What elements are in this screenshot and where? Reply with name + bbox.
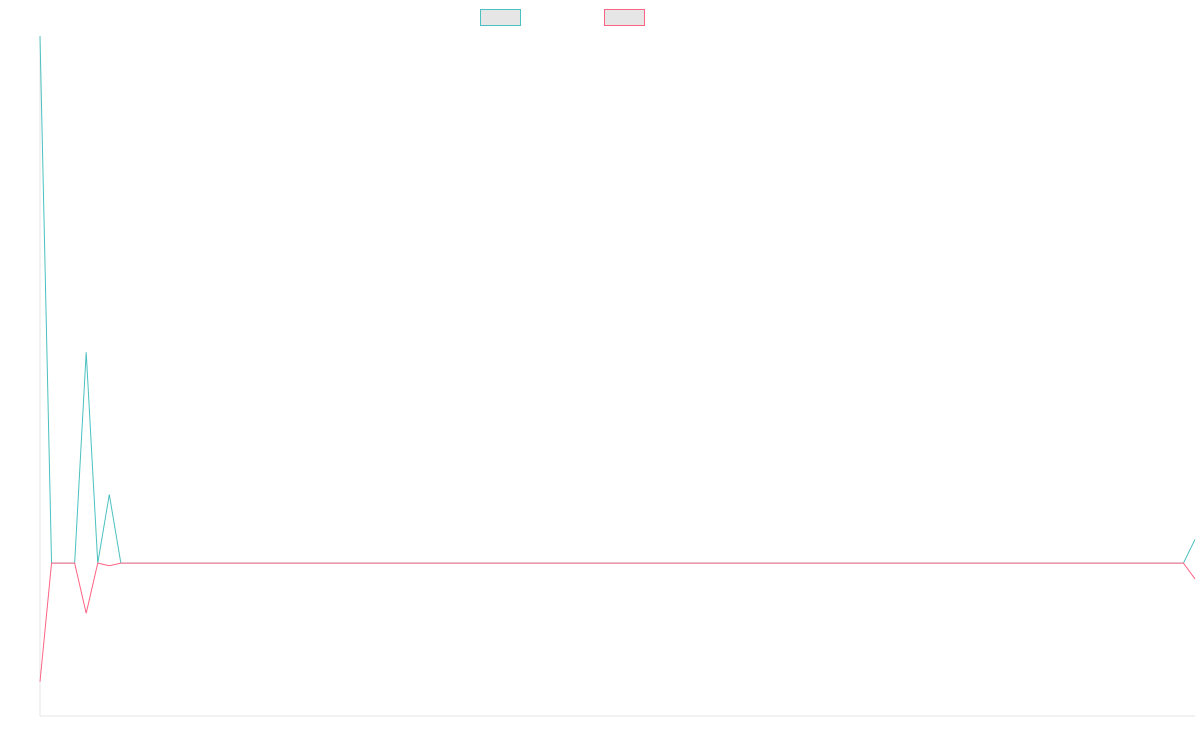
legend-swatch-2[interactable] [604,9,645,26]
series-layer [39,35,1196,682]
legend-swatch-1[interactable] [480,9,521,26]
series-line-2 [39,562,1196,682]
legend [480,9,645,26]
series-line-1 [39,35,1196,564]
axes [39,36,1195,717]
